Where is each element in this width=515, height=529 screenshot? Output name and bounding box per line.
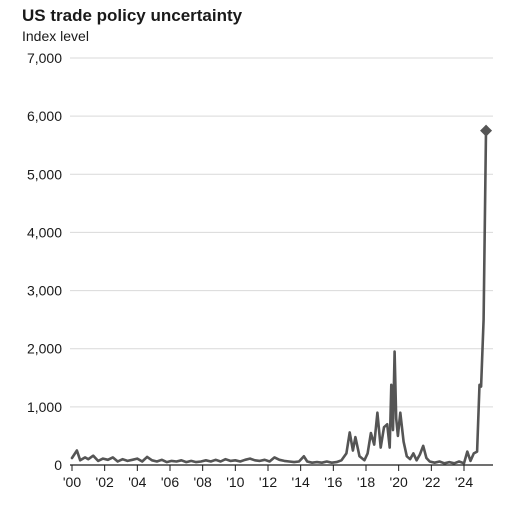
x-tick-label: '02 (96, 474, 114, 490)
x-tick-label: '18 (357, 474, 375, 490)
x-tick-label: '00 (63, 474, 81, 490)
y-tick-label: 3,000 (27, 283, 62, 299)
x-tick-label: '22 (422, 474, 440, 490)
x-tick-label: '04 (128, 474, 146, 490)
x-tick-label: '16 (324, 474, 342, 490)
y-tick-label: 2,000 (27, 341, 62, 357)
x-tick-label: '24 (455, 474, 473, 490)
x-tick-label: '08 (194, 474, 212, 490)
x-tick-label: '10 (226, 474, 244, 490)
y-tick-label: 7,000 (27, 50, 62, 66)
x-tick-label: '20 (390, 474, 408, 490)
chart-title: US trade policy uncertainty (22, 6, 243, 25)
series-line (70, 129, 488, 465)
y-tick-label: 5,000 (27, 166, 62, 182)
y-tick-label: 6,000 (27, 108, 62, 124)
x-tick-label: '06 (161, 474, 179, 490)
y-tick-label: 0 (54, 457, 62, 473)
chart-subtitle: Index level (22, 28, 89, 44)
x-tick-label: '12 (259, 474, 277, 490)
x-tick-label: '14 (292, 474, 310, 490)
end-point-marker (480, 124, 493, 137)
y-tick-label: 1,000 (27, 399, 62, 415)
y-tick-label: 4,000 (27, 224, 62, 240)
